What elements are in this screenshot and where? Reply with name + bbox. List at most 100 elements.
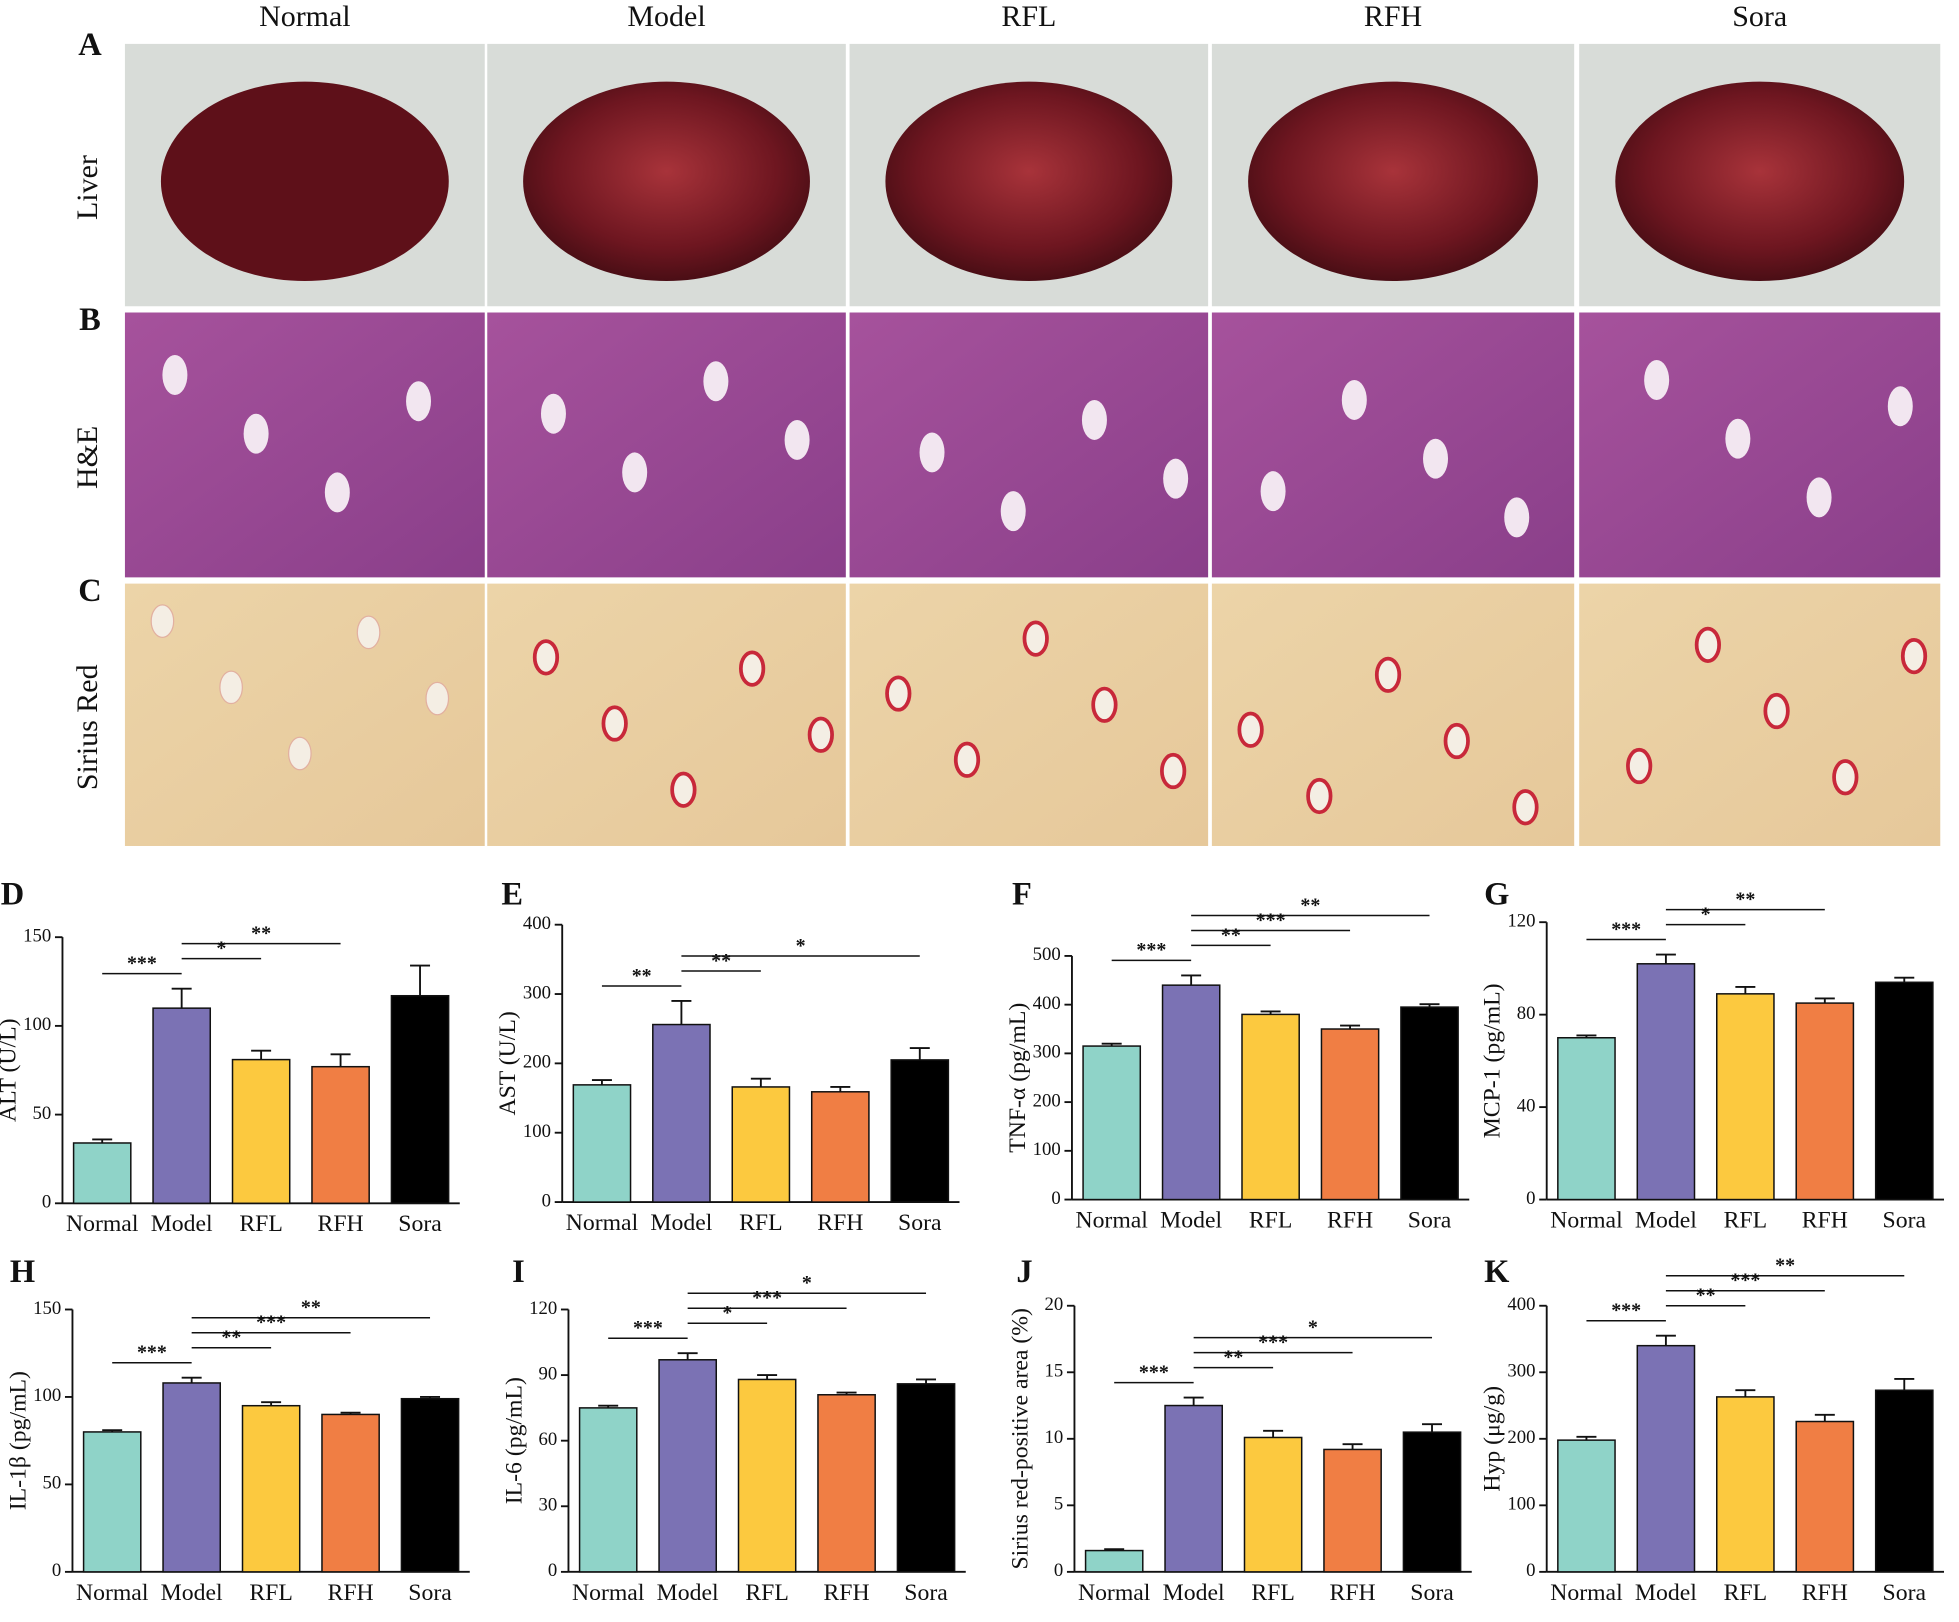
significance-label: ** (251, 922, 271, 944)
photo-grid: Normal Model RFL RFH Sora A Liver B H&E C Sirius R… (71, 0, 1941, 846)
bar (311, 1065, 370, 1205)
y-tick-label: 90 (538, 1363, 557, 1384)
bar (321, 1413, 380, 1573)
x-tick-label: Sora (904, 1580, 948, 1606)
bar (817, 1394, 876, 1573)
y-tick-label: 500 (1033, 944, 1061, 965)
vessel (1081, 399, 1107, 440)
column-header: Model (627, 0, 705, 33)
x-tick-label: Model (1160, 1207, 1222, 1233)
x-tick-label: RFH (328, 1580, 374, 1606)
vessel (738, 650, 766, 687)
bar (1636, 1344, 1696, 1573)
x-tick-label: Normal (1078, 1580, 1151, 1606)
bar (1795, 1420, 1855, 1573)
bar (1082, 1045, 1142, 1201)
panel-letter: C (78, 573, 101, 609)
significance-label: *** (752, 1287, 782, 1309)
significance-label: ** (301, 1297, 321, 1319)
y-tick-label: 120 (529, 1298, 557, 1319)
vessel (1694, 626, 1721, 663)
liver (160, 81, 449, 282)
bar (1400, 1006, 1459, 1201)
x-tick-label: RFL (739, 1210, 783, 1236)
vessel (1237, 711, 1264, 748)
y-tick-label: 10 (1044, 1427, 1063, 1448)
bar (1716, 1396, 1775, 1573)
bar (390, 994, 450, 1205)
vessel (406, 381, 432, 422)
x-tick-label: RFL (239, 1211, 283, 1237)
x-tick-label: Normal (76, 1580, 149, 1606)
bar (1402, 1431, 1462, 1573)
panel-letter: K (1484, 1254, 1509, 1290)
y-tick-label: 50 (42, 1473, 61, 1494)
vessel (1887, 386, 1913, 427)
significance-label: ** (1775, 1255, 1795, 1277)
vessel (1091, 686, 1118, 723)
bar (658, 1359, 718, 1573)
x-tick-label: Sora (1883, 1207, 1927, 1233)
vessel (162, 354, 188, 395)
significance-label: * (216, 937, 226, 959)
y-tick-label: 0 (42, 1192, 51, 1213)
significance-label: ** (1735, 888, 1755, 910)
x-tick-label: RFL (1251, 1580, 1295, 1606)
significance-label: * (802, 1272, 812, 1294)
liver (523, 81, 810, 282)
x-tick-label: Model (1635, 1207, 1697, 1233)
vessel (425, 681, 450, 716)
row-label: Liver (71, 155, 104, 220)
liver (1615, 81, 1905, 282)
bar (400, 1397, 460, 1573)
x-tick-label: Sora (1410, 1580, 1454, 1606)
vessel (1443, 722, 1470, 760)
row-label: Sirius Red (71, 664, 104, 790)
significance-label: ** (221, 1327, 241, 1349)
vessel (622, 452, 648, 493)
bar (1557, 1037, 1616, 1201)
y-axis-label: Sirius red-positive area (%) (1007, 1308, 1033, 1569)
panel-letter: I (512, 1254, 525, 1290)
x-tick-label: Normal (566, 1210, 639, 1236)
y-tick-label: 40 (1517, 1095, 1536, 1116)
y-tick-label: 0 (1051, 1188, 1060, 1209)
bar (1164, 1404, 1223, 1573)
significance-label: *** (1256, 909, 1286, 931)
bar (731, 1086, 791, 1203)
vessel (1160, 752, 1187, 790)
vessel (1512, 789, 1539, 826)
liver (885, 81, 1173, 282)
x-tick-label: RFH (1329, 1580, 1375, 1606)
y-tick-label: 0 (548, 1560, 557, 1581)
photo (1579, 583, 1941, 846)
vessel (243, 413, 269, 454)
x-tick-label: RFH (817, 1210, 863, 1236)
y-axis-label: MCP-1 (pg/mL) (1480, 983, 1506, 1138)
x-tick-label: RFH (823, 1580, 869, 1606)
y-tick-label: 5 (1054, 1494, 1063, 1515)
x-tick-label: Normal (1550, 1580, 1623, 1606)
column-header: Normal (259, 0, 351, 33)
vessel (1763, 692, 1790, 730)
significance-label: *** (1258, 1331, 1288, 1353)
y-tick-label: 0 (1054, 1560, 1063, 1581)
x-tick-label: Normal (1550, 1207, 1623, 1233)
panel-letter: H (10, 1254, 35, 1290)
vessel (670, 771, 697, 808)
vessel (1832, 759, 1859, 796)
y-tick-label: 150 (33, 1298, 61, 1319)
photo (849, 312, 1209, 578)
vessel (885, 675, 912, 712)
y-axis-label: IL-6 (pg/mL) (501, 1377, 527, 1504)
x-tick-label: RFH (1327, 1207, 1373, 1233)
vessel (784, 419, 810, 460)
x-tick-label: RFH (318, 1211, 364, 1237)
x-tick-label: Normal (572, 1580, 645, 1606)
bar (810, 1091, 870, 1203)
vessel (703, 361, 729, 402)
y-tick-label: 100 (523, 1121, 551, 1142)
significance-label: *** (1136, 939, 1166, 961)
y-tick-label: 100 (33, 1385, 61, 1406)
significance-label: *** (137, 1342, 167, 1364)
